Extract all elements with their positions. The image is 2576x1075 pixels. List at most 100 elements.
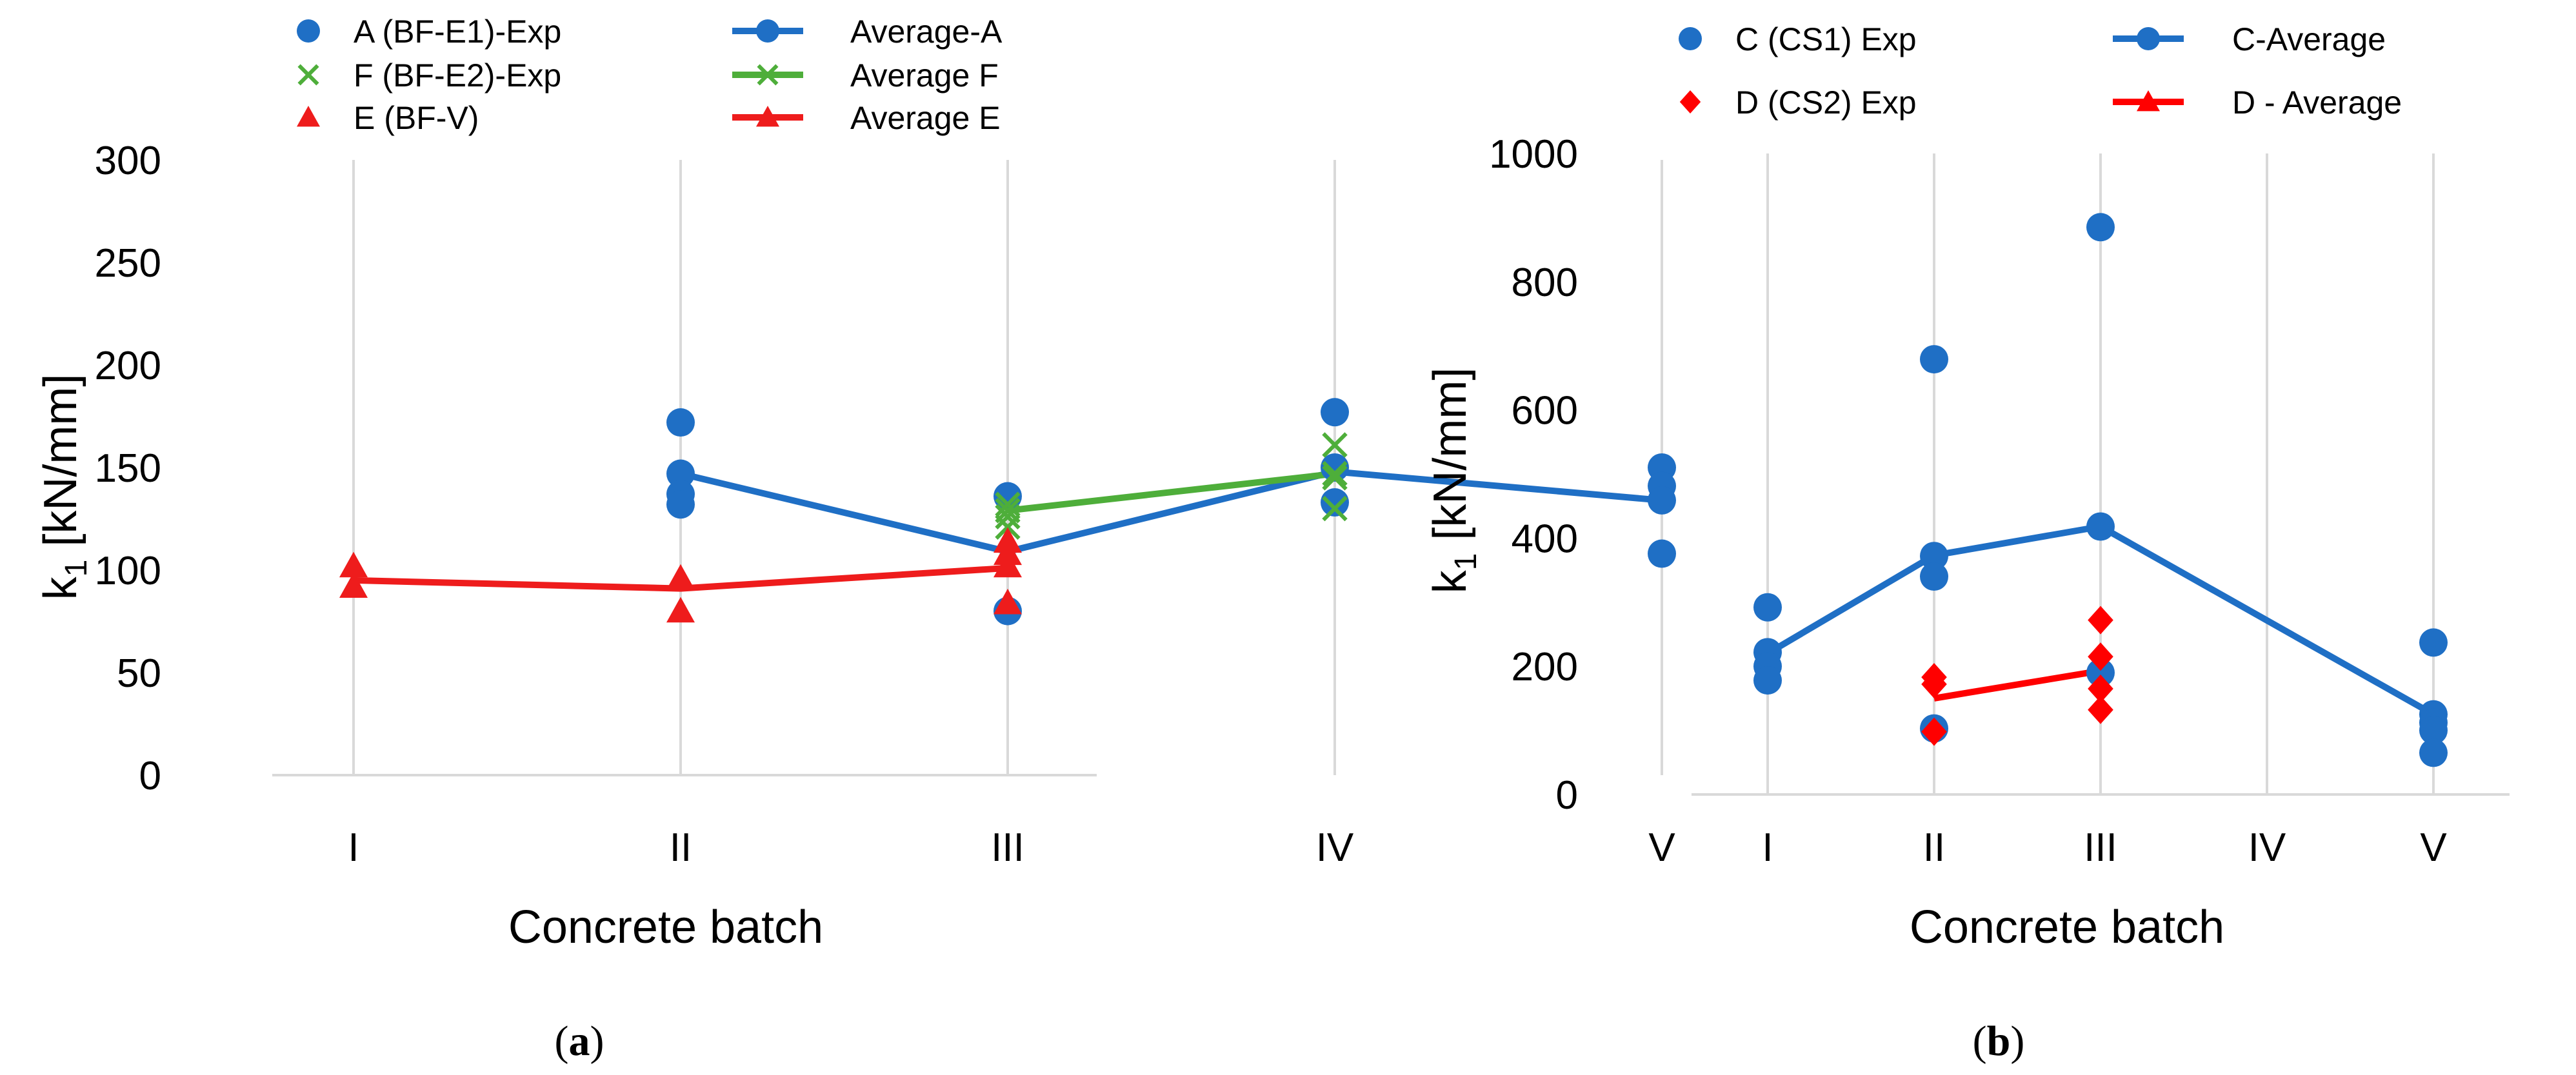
chart-b-legend: C (CS1) Exp C-Average D (CS2) Exp D - Av… <box>1679 21 2402 121</box>
legend-marker <box>2137 27 2160 50</box>
legend-marker <box>297 19 320 43</box>
legend-label: A (BF-E1)-Exp <box>354 14 561 50</box>
x-tick-label: II <box>1923 825 1945 870</box>
data-point <box>2419 738 2448 767</box>
caption-paren: ( <box>1973 1018 1987 1065</box>
x-tick-label: V <box>1648 825 1675 870</box>
marker-stroke <box>995 504 1021 530</box>
caption-b: (b) <box>1973 1018 2025 1065</box>
legend-marker <box>1679 27 1702 50</box>
legend-item: E (BF-V) <box>297 100 479 136</box>
legend-item: D (CS2) Exp <box>1679 84 1917 121</box>
x-tick-label: I <box>1762 825 1773 870</box>
legend-label: E (BF-V) <box>354 100 479 136</box>
chart-b-markers <box>1753 213 2448 767</box>
data-point <box>1921 717 1947 746</box>
data-point <box>2088 674 2113 703</box>
data-point <box>1920 542 1948 571</box>
data-point <box>666 564 695 590</box>
average-point <box>995 498 1021 524</box>
y-tick-label: 0 <box>139 754 161 798</box>
y-axis-unit: [kN/mm] <box>35 374 86 560</box>
data-point <box>666 459 695 488</box>
data-point <box>666 408 695 437</box>
legend-label: Average E <box>850 100 1001 136</box>
data-point <box>1322 495 1348 522</box>
y-tick-label: 300 <box>95 139 161 183</box>
caption-label: b <box>1987 1018 2011 1065</box>
legend-item: C (CS1) Exp <box>1679 21 1917 57</box>
data-point <box>995 491 1021 517</box>
legend-item: C-Average <box>2113 21 2386 57</box>
y-axis-unit: [kN/mm] <box>1424 368 1476 553</box>
chart-a-x-ticks: I II III IV V <box>348 825 1675 870</box>
y-axis-subscript: 1 <box>59 560 94 577</box>
marker-stroke <box>1322 460 1348 487</box>
chart-b-x-axis-title: Concrete batch <box>1910 902 2224 953</box>
marker-stroke <box>1322 465 1348 491</box>
y-tick-label: 100 <box>95 549 161 593</box>
legend-marker <box>297 64 319 86</box>
legend-item: F (BF-E2)-Exp <box>297 57 561 94</box>
chart-a-markers <box>339 398 1676 626</box>
data-point <box>1753 593 1782 622</box>
marker-stroke <box>297 64 319 86</box>
data-point <box>993 588 1022 615</box>
y-tick-label: 50 <box>117 651 161 696</box>
y-tick-label: 1000 <box>1489 132 1578 177</box>
data-point <box>1921 670 1947 699</box>
caption-paren: ( <box>555 1018 569 1065</box>
chart-b-y-axis-title: k1 [kN/mm] <box>1424 368 1483 594</box>
marker-stroke <box>995 491 1021 517</box>
legend-marker <box>756 106 779 127</box>
series-line <box>1007 470 1335 514</box>
y-tick-label: 800 <box>1512 261 1578 305</box>
legend-item: Average E <box>732 100 1001 136</box>
legend-marker <box>1679 90 1701 113</box>
y-tick-label: 150 <box>95 446 161 491</box>
x-tick-label: III <box>2084 825 2117 870</box>
data-point <box>2086 512 2115 541</box>
data-point <box>2419 716 2448 745</box>
legend-label: D - Average <box>2232 84 2402 121</box>
chart-a-x-axis-title: Concrete batch <box>508 902 823 953</box>
legend-item: Average F <box>732 57 999 94</box>
data-point <box>1321 453 1349 482</box>
legend-marker <box>297 106 320 127</box>
x-tick-label: IV <box>1316 825 1354 870</box>
legend-marker <box>2137 90 2160 112</box>
legend-item: Average-A <box>732 14 1003 50</box>
legend-marker <box>756 19 779 43</box>
chart-b-average-lines <box>1766 523 2435 718</box>
data-point <box>666 490 695 519</box>
chart-a: 0 50 100 150 200 250 300 I II III IV V C… <box>35 14 1676 953</box>
legend-label: F (BF-E2)-Exp <box>354 57 561 94</box>
data-point <box>1322 432 1348 458</box>
chart-a-y-axis-title: k1 [kN/mm] <box>35 374 94 600</box>
data-point <box>1321 398 1349 427</box>
data-point <box>1322 465 1348 491</box>
legend-label: Average-A <box>850 14 1003 50</box>
y-axis-subscript: 1 <box>1449 553 1483 571</box>
legend-label: C (CS1) Exp <box>1735 21 1917 57</box>
chart-b: 0 200 400 600 800 1000 I II III IV V Con… <box>1424 21 2510 953</box>
data-point <box>2419 628 2448 657</box>
marker-stroke <box>1322 495 1348 522</box>
y-tick-label: 400 <box>1512 517 1578 561</box>
data-point <box>1920 562 1948 591</box>
chart-b-y-ticks: 0 200 400 600 800 1000 <box>1489 132 1578 818</box>
legend-label: Average F <box>850 57 999 94</box>
data-point <box>339 572 368 598</box>
caption-paren: ) <box>590 1018 604 1065</box>
series-line <box>1933 667 2101 702</box>
data-point <box>1321 488 1349 517</box>
legend-label: D (CS2) Exp <box>1735 84 1917 121</box>
x-tick-label: V <box>2420 825 2447 870</box>
y-tick-label: 250 <box>95 241 161 286</box>
data-point <box>1648 539 1676 568</box>
caption-label: a <box>569 1018 590 1065</box>
caption-a: (a) <box>555 1018 604 1065</box>
average-point <box>1322 460 1348 487</box>
chart-a-legend: A (BF-E1)-Exp F (BF-E2)-Exp E (BF-V) Ave… <box>297 14 1003 136</box>
